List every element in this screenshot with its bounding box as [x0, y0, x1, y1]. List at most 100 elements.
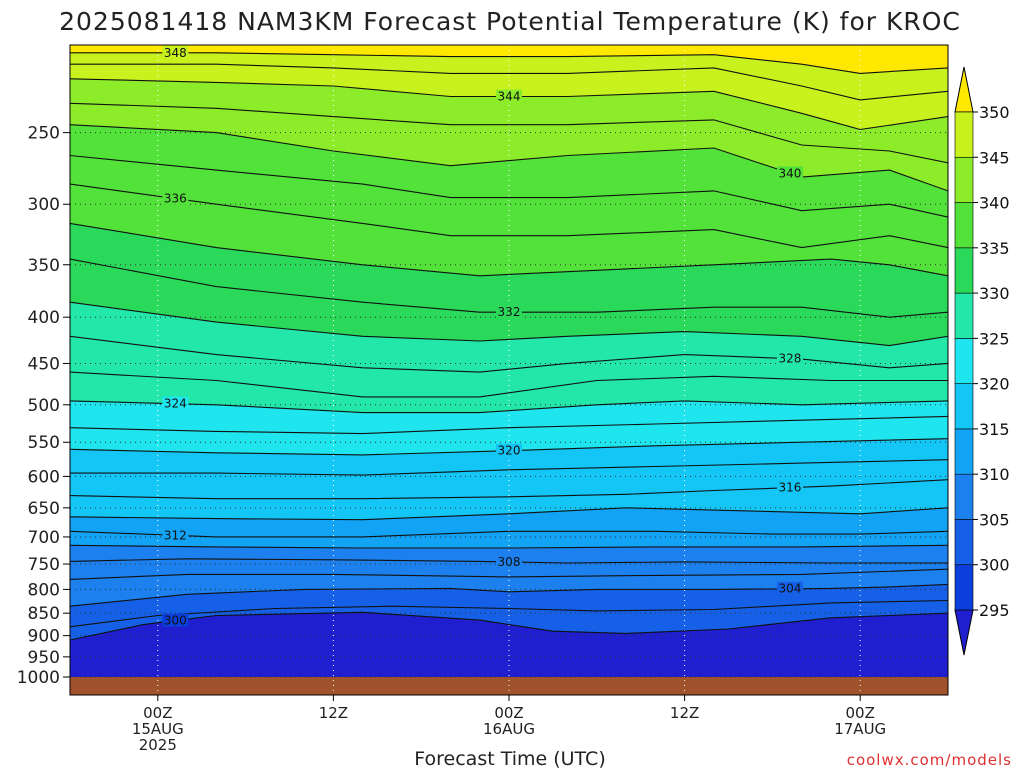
contour-label-320: 320 [498, 444, 521, 458]
y-tick-label-800: 800 [28, 580, 60, 600]
colorbar-label-295: 295 [979, 601, 1010, 620]
contour-label-328: 328 [779, 352, 802, 366]
colorbar-seg-335 [954, 202, 974, 249]
colorbar-arrow-top [954, 66, 974, 113]
contour-label-340: 340 [779, 166, 802, 180]
contour-line-324 [70, 400, 948, 414]
contour-line-334 [70, 222, 948, 277]
contour-line-322 [70, 415, 948, 435]
contour-line-338 [70, 154, 948, 218]
contour-line-304 [70, 583, 948, 607]
y-tick-label-650: 650 [28, 499, 60, 519]
contour-line-348 [70, 52, 948, 74]
contour-line-300 [70, 611, 948, 641]
contour-line-328 [70, 335, 948, 373]
colorbar-seg-325 [954, 292, 974, 339]
x-tick-label-6-2: 2025 [139, 736, 177, 754]
contour-label-bg-308 [496, 554, 522, 568]
contour-line-314 [70, 507, 948, 521]
colorbar-label-340: 340 [979, 194, 1010, 213]
y-tick-label-350: 350 [28, 256, 60, 276]
y-tick-label-750: 750 [28, 555, 60, 575]
contour-label-336: 336 [164, 192, 187, 206]
y-tick-label-300: 300 [28, 195, 60, 215]
contour-label-316: 316 [779, 481, 802, 495]
contour-label-344: 344 [498, 89, 521, 103]
colorbar-seg-305 [954, 473, 974, 520]
contour-label-bg-344 [496, 89, 522, 103]
contour-line-344 [70, 78, 948, 131]
contour-line-308 [70, 558, 948, 564]
y-tick-label-400: 400 [28, 308, 60, 328]
contour-label-bg-312 [162, 528, 189, 542]
contour-line-306 [70, 568, 948, 580]
colorbar-label-335: 335 [979, 239, 1010, 258]
contour-label-324: 324 [164, 397, 187, 411]
colorbar-label-330: 330 [979, 284, 1010, 303]
x-tick-label-18-0: 12Z [319, 704, 348, 722]
colorbar-label-320: 320 [979, 375, 1010, 394]
contour-label-308: 308 [498, 555, 521, 569]
contour-line-330 [70, 301, 948, 347]
colorbar-label-350: 350 [979, 103, 1010, 122]
x-tick-label-6-1: 15AUG [132, 720, 184, 738]
x-tick-label-30-1: 16AUG [483, 720, 535, 738]
colorbar-seg-295 [954, 564, 974, 611]
x-tick-label-54-1: 17AUG [834, 720, 886, 738]
colorbar-label-305: 305 [979, 510, 1010, 529]
colorbar-label-325: 325 [979, 329, 1010, 348]
contour-label-bg-324 [162, 396, 189, 410]
y-tick-label-450: 450 [28, 354, 60, 374]
y-tick-label-700: 700 [28, 528, 60, 548]
contour-label-bg-332 [496, 305, 522, 319]
contour-label-bg-316 [776, 480, 803, 494]
y-tick-label-550: 550 [28, 433, 60, 453]
colorbar-seg-345 [954, 111, 974, 158]
x-tick-label-30-0: 00Z [494, 704, 523, 722]
colorbar-seg-315 [954, 383, 974, 430]
contour-line-310 [70, 544, 948, 549]
x-axis-label: Forecast Time (UTC) [414, 748, 605, 768]
contour-line-342 [70, 102, 948, 164]
contour-label-bg-340 [776, 166, 803, 180]
contour-label-bg-300 [162, 613, 189, 627]
colorbar-arrow-bottom [954, 609, 974, 656]
contour-label-332: 332 [498, 305, 521, 319]
y-tick-label-250: 250 [28, 124, 60, 144]
contour-label-304: 304 [779, 582, 802, 596]
contour-line-346 [70, 63, 948, 101]
contour-line-336 [70, 183, 948, 249]
contour-line-312 [70, 530, 948, 538]
colorbar-seg-300 [954, 519, 974, 566]
x-tick-label-42-0: 12Z [670, 704, 699, 722]
y-tick-label-950: 950 [28, 648, 60, 668]
colorbar-label-315: 315 [979, 420, 1010, 439]
contour-label-bg-320 [496, 443, 522, 457]
y-tick-label-900: 900 [28, 627, 60, 647]
contour-line-302 [70, 599, 948, 628]
colorbar: 295 300 305 310 315 320 325 330 335 340 345 350 [954, 66, 1010, 656]
colorbar-label-300: 300 [979, 556, 1010, 575]
colorbar-label-310: 310 [979, 465, 1010, 484]
chart-title: 2025081418 NAM3KM Forecast Potential Tem… [59, 7, 961, 36]
contour-label-348: 348 [164, 46, 187, 60]
x-tick-label-54-0: 00Z [846, 704, 875, 722]
x-tick-label-6-0: 00Z [143, 704, 172, 722]
colorbar-seg-340 [954, 156, 974, 203]
colorbar-seg-310 [954, 428, 974, 475]
contour-line-332 [70, 258, 948, 318]
y-tick-label-600: 600 [28, 467, 60, 487]
y-tick-label-1000: 1000 [17, 668, 60, 688]
contour-label-bg-304 [776, 581, 803, 595]
band-fill-below-300 [70, 612, 948, 695]
y-tick-label-850: 850 [28, 604, 60, 624]
contour-label-bg-336 [162, 191, 189, 205]
contour-label-300: 300 [164, 614, 187, 628]
contour-line-340 [70, 124, 948, 192]
contour-line-318 [70, 459, 948, 476]
contour-label-bg-328 [776, 351, 803, 365]
y-tick-label-500: 500 [28, 396, 60, 416]
colorbar-seg-330 [954, 247, 974, 294]
credit-text: coolwx.com/models [847, 751, 1012, 768]
